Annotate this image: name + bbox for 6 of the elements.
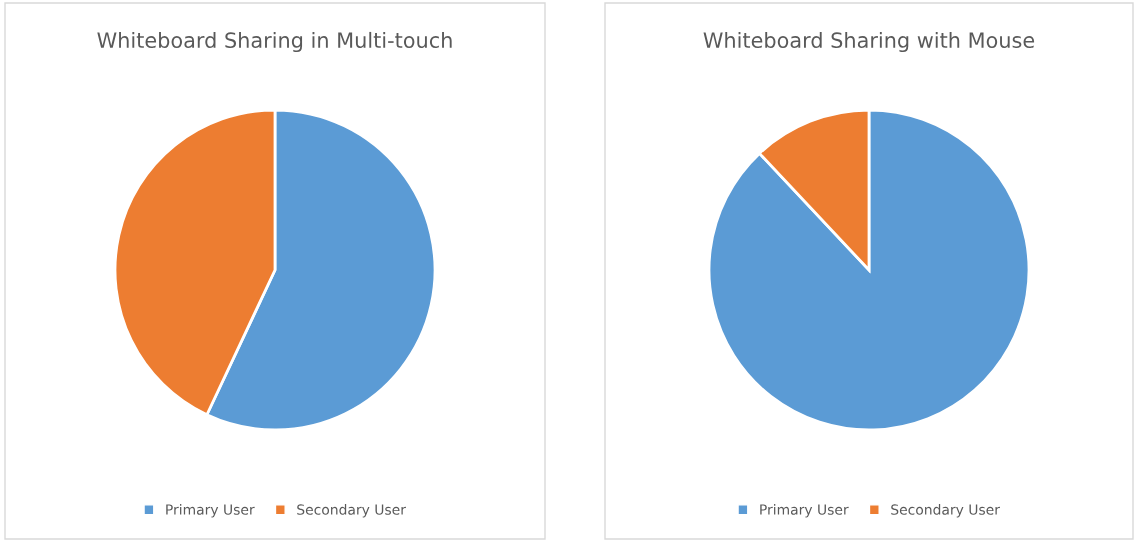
legend-label: Secondary User	[891, 504, 1000, 518]
legend-label: Primary User	[166, 504, 255, 518]
legend-label: Secondary User	[297, 504, 406, 518]
legend-label: Primary User	[760, 504, 849, 518]
chart-title: Whiteboard Sharing in Multi-touch	[97, 31, 452, 53]
chart-title: Whiteboard Sharing with Mouse	[703, 31, 1035, 53]
